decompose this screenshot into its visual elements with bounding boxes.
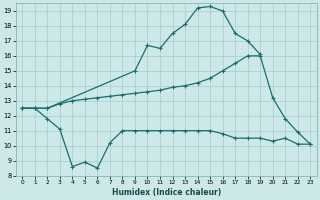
X-axis label: Humidex (Indice chaleur): Humidex (Indice chaleur) [112,188,221,197]
